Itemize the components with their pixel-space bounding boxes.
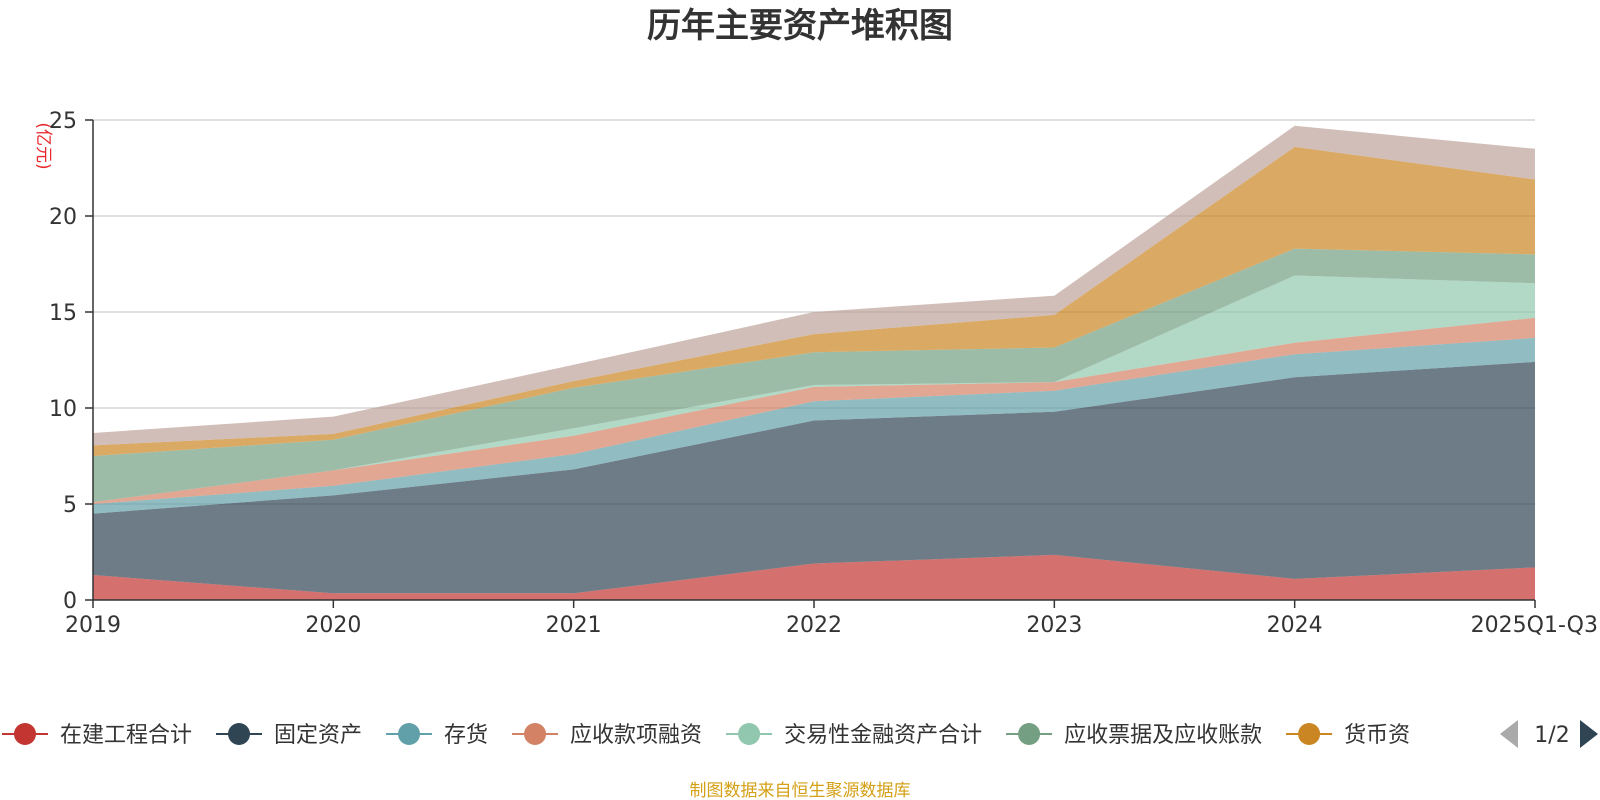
area-存货 xyxy=(93,337,1535,514)
legend-label: 货币资 xyxy=(1344,723,1410,748)
legend-item[interactable]: 应收票据及应收账款 xyxy=(1006,723,1262,748)
x-tick-label: 2025Q1-Q3 xyxy=(1471,613,1598,638)
area-交易性金融资产合计 xyxy=(93,275,1535,503)
area-固定资产 xyxy=(93,361,1535,594)
legend-marker-icon xyxy=(1298,723,1321,745)
x-tick-label: 2023 xyxy=(1026,613,1082,638)
y-tick-label: 0 xyxy=(63,589,77,614)
axes: 0 5 10 15 20 25 2019 2020 2021 2022 2023 2024 2025Q1… xyxy=(49,109,1598,638)
y-tick-label: 20 xyxy=(49,205,77,230)
x-tick-label: 2021 xyxy=(546,613,602,638)
legend-marker-icon xyxy=(398,723,421,745)
legend-item[interactable]: 应收款项融资 xyxy=(512,723,702,748)
x-tick-label: 2022 xyxy=(786,613,842,638)
area-其他 xyxy=(93,125,1535,446)
legend-item[interactable]: 货币资 xyxy=(1286,723,1410,748)
legend-label: 应收款项融资 xyxy=(570,723,702,748)
x-tick-label: 2020 xyxy=(305,613,361,638)
legend-prev-icon[interactable] xyxy=(1500,720,1518,748)
chart-title: 历年主要资产堆积图 xyxy=(647,6,953,46)
legend-label: 交易性金融资产合计 xyxy=(784,723,982,748)
legend-marker-icon xyxy=(738,723,761,745)
legend-marker-icon xyxy=(228,723,251,745)
x-tick-label: 2019 xyxy=(65,613,121,638)
legend-next-icon[interactable] xyxy=(1580,720,1598,748)
area-货币资金 xyxy=(93,146,1535,456)
legend-label: 在建工程合计 xyxy=(60,723,192,748)
legend[interactable]: 在建工程合计 固定资产 存货 应收款项融资 交易性金融资产合计 应收票据及应收账款 货币资 1… xyxy=(2,720,1598,748)
legend-item[interactable]: 固定资产 xyxy=(216,723,362,748)
legend-item[interactable]: 存货 xyxy=(386,723,488,748)
legend-label: 固定资产 xyxy=(274,723,362,748)
legend-marker-icon xyxy=(14,723,36,745)
legend-page-indicator: 1/2 xyxy=(1534,723,1569,748)
area-应收款项融资 xyxy=(93,317,1535,504)
legend-item[interactable]: 交易性金融资产合计 xyxy=(726,723,982,748)
legend-marker-icon xyxy=(524,723,547,745)
area-在建工程合计 xyxy=(93,554,1535,600)
legend-item[interactable]: 在建工程合计 xyxy=(2,723,192,748)
legend-label: 应收票据及应收账款 xyxy=(1064,723,1262,748)
y-tick-label: 25 xyxy=(49,109,77,134)
stacked-areas xyxy=(93,125,1535,600)
y-axis-unit: (亿元) xyxy=(33,122,53,169)
y-tick-label: 15 xyxy=(49,301,77,326)
data-source-note: 制图数据来自恒生聚源数据库 xyxy=(690,781,911,800)
legend-marker-icon xyxy=(1018,723,1041,745)
legend-label: 存货 xyxy=(444,723,488,748)
x-tick-label: 2024 xyxy=(1267,613,1323,638)
area-应收票据及应收账款 xyxy=(93,248,1535,503)
y-tick-label: 5 xyxy=(63,493,77,518)
y-tick-label: 10 xyxy=(49,397,77,422)
